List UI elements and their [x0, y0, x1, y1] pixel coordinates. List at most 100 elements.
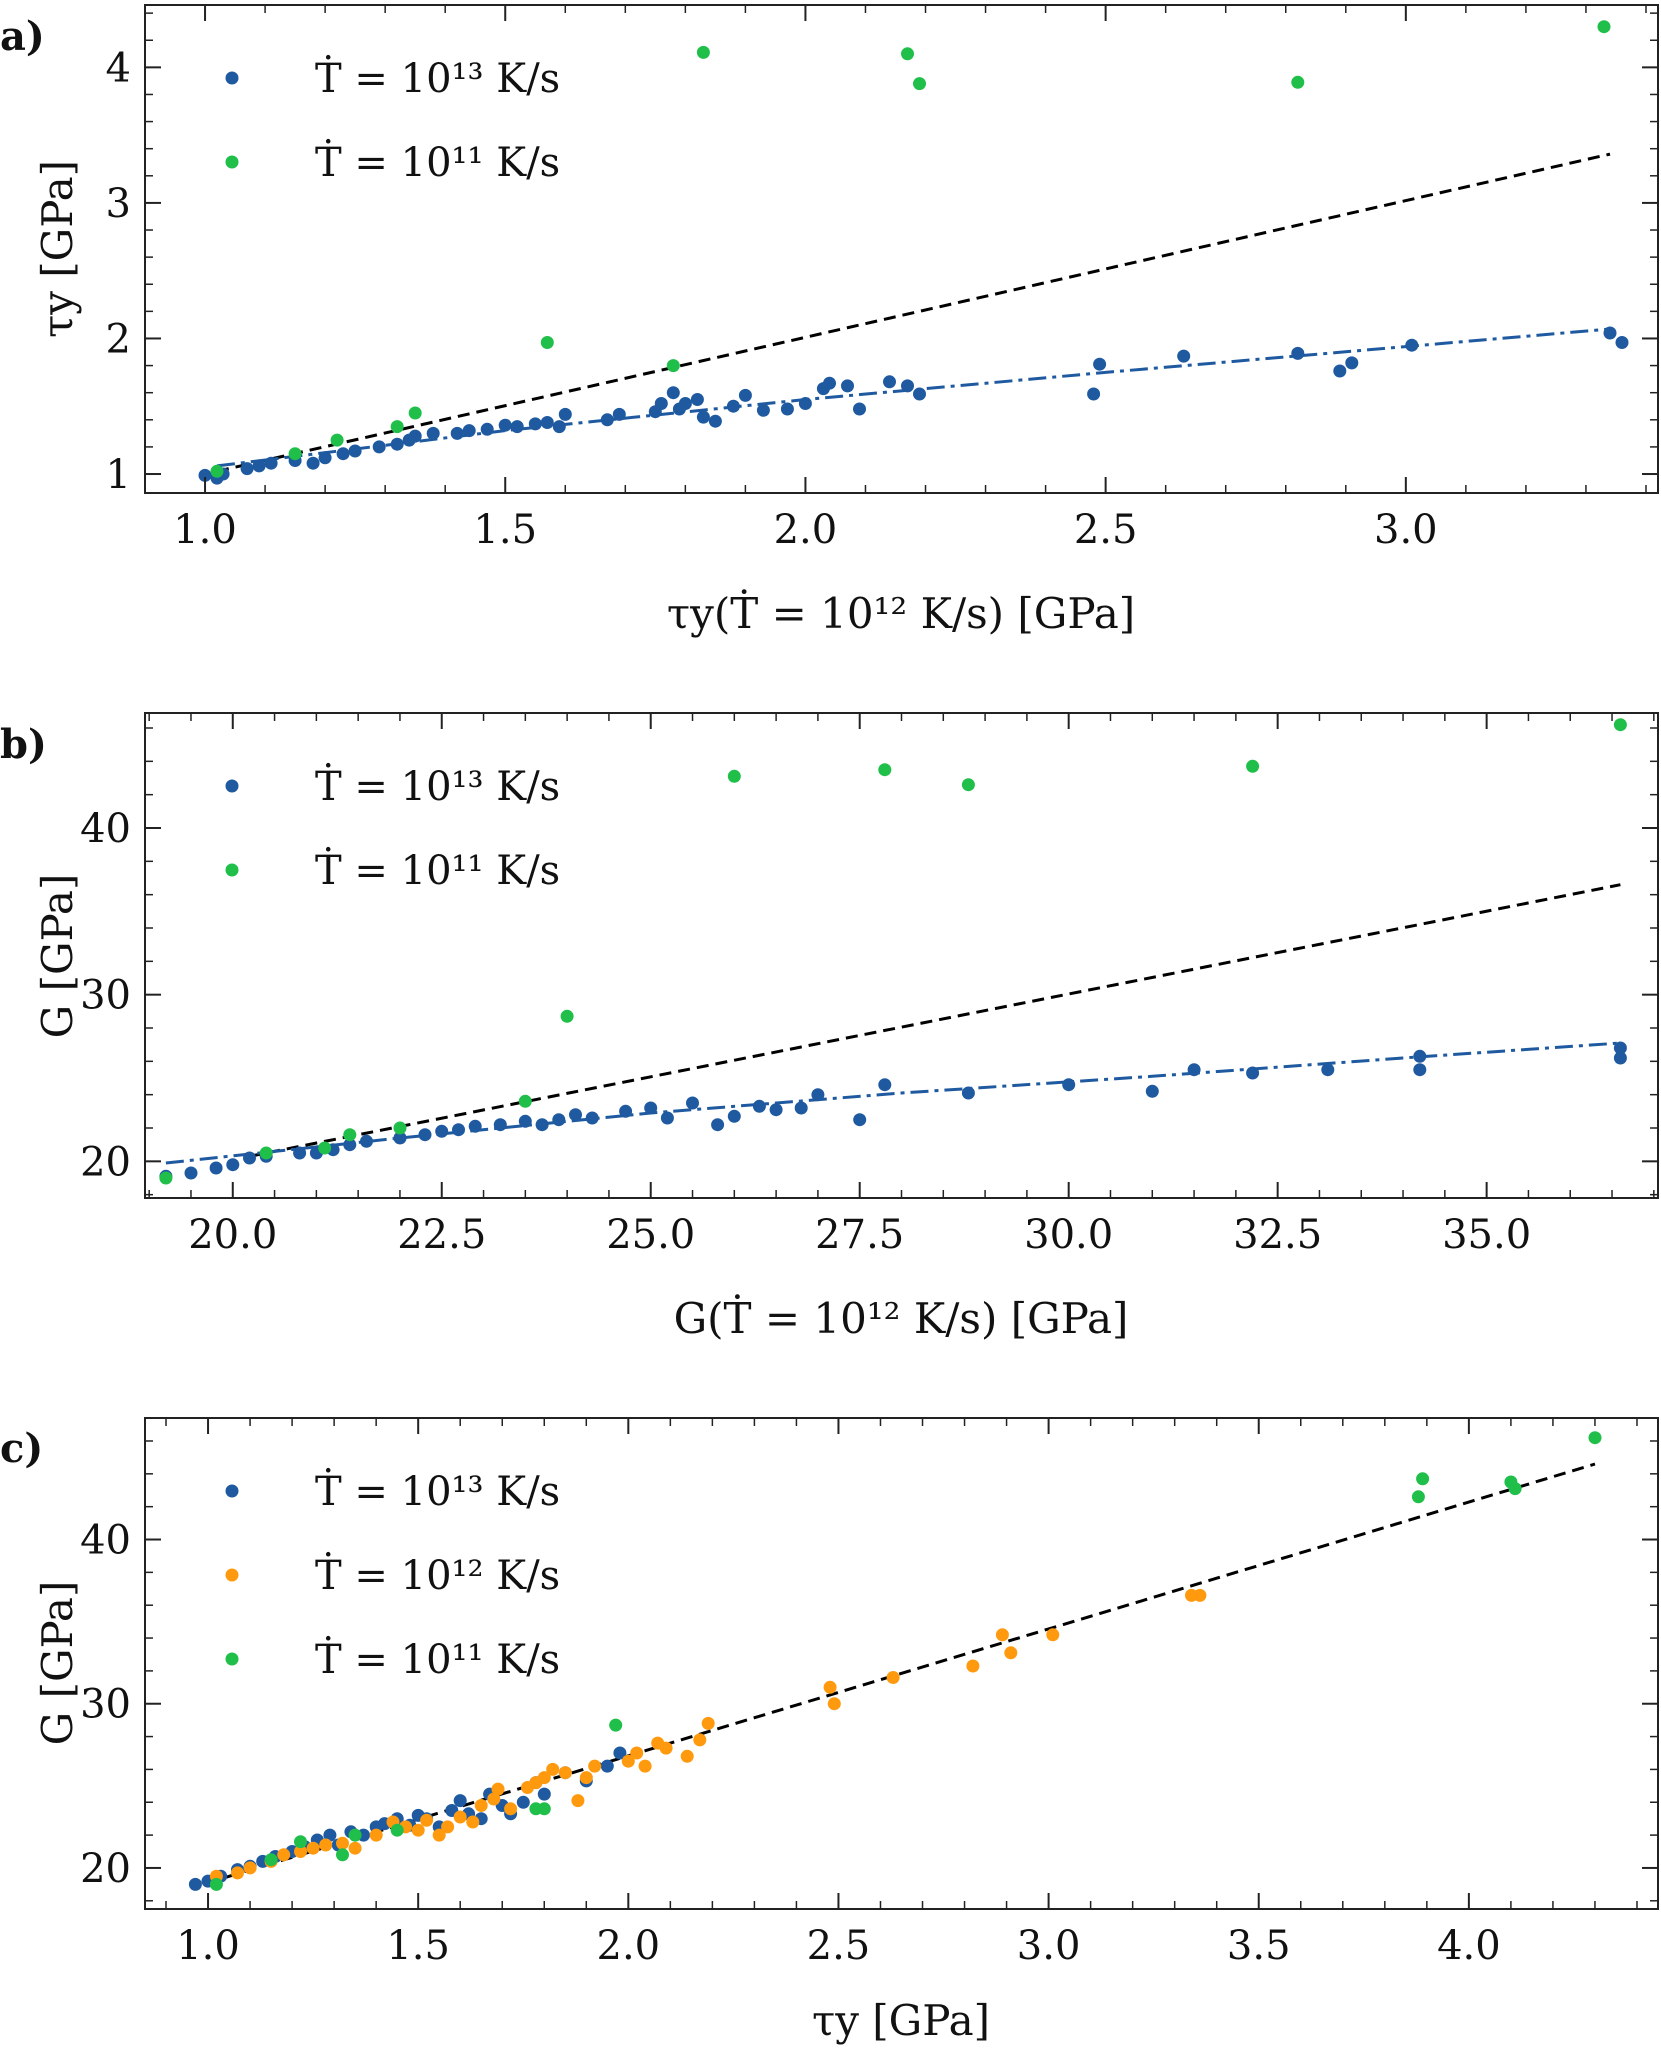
panel-b-series-0-point [769, 1103, 783, 1117]
x-tick-label: 20.0 [188, 1212, 277, 1258]
panel-b: b) 20.0 22.5 25.0 27.5 30.0 32.5 35.0 20 30 40 Ṫ … [0, 712, 1659, 1343]
panel-c-series-1-point [995, 1628, 1009, 1642]
panel-c-label: c) [0, 1425, 43, 1472]
panel-a-series-0-point [198, 468, 212, 482]
panel-b-label: b) [0, 721, 47, 768]
panel-a-series-0-point [901, 379, 914, 393]
panel-a-series-1-point [1291, 75, 1305, 89]
panel-a-series-0-point [841, 379, 854, 393]
panel-c-series-1-point [546, 1762, 560, 1776]
panel-c-series-1-point [693, 1733, 707, 1747]
panel-c-series-1-point [886, 1671, 900, 1684]
panel-c-series-2-point [294, 1835, 307, 1849]
x-tick-label: 3.5 [1227, 1923, 1291, 1969]
panel-b-series-0-point [811, 1088, 825, 1102]
panel-c-series-1-point [491, 1782, 505, 1796]
legend-marker [225, 863, 239, 877]
panel-a-series-0-point [690, 393, 704, 406]
panel-b-series-0-point [343, 1138, 357, 1152]
panel-a-series-1-point [901, 47, 914, 61]
panel-c-series-0-point [613, 1746, 627, 1760]
panel-b-series-1-point [318, 1141, 332, 1155]
x-tick-label: 1.0 [176, 1923, 240, 1969]
panel-a-legend: Ṫ = 10¹³ K/s Ṫ = 10¹¹ K/s [225, 55, 560, 186]
panel-c-series-1-point [966, 1659, 980, 1673]
panel-b-series-1-point [343, 1128, 357, 1142]
x-tick-label: 1.0 [173, 507, 237, 553]
y-tick-label: 3 [106, 181, 131, 227]
panel-c-ylabel: G [GPa] [33, 1581, 82, 1746]
panel-c-series-1-point [411, 1823, 425, 1837]
panel-a-series-0-point [1093, 357, 1107, 371]
panel-c-series-1-point [306, 1841, 320, 1855]
panel-b-series-1-point [961, 778, 975, 792]
panel-a-series-0-point [552, 420, 566, 434]
panel-a-series-1-point [210, 464, 224, 478]
panel-a-series-0-point [853, 402, 866, 416]
panel-a-series-0-point [390, 437, 404, 451]
panel-b-series-0-point [585, 1111, 599, 1125]
panel-c-series-2-point [537, 1802, 551, 1816]
legend-label: Ṫ = 10¹³ K/s [315, 1468, 560, 1515]
panel-b-series-1-point [159, 1171, 173, 1185]
panel-c-series-1-point [823, 1680, 837, 1694]
panel-b-series-0-point [1246, 1066, 1260, 1080]
panel-c-series-0-point [537, 1787, 551, 1801]
panel-a-series-0-point [913, 387, 926, 401]
panel-b-series-0-point [1321, 1063, 1335, 1077]
panel-b-series-1-point [393, 1121, 407, 1135]
panel-a-series-0-point [1291, 346, 1305, 360]
y-tick-label: 30 [80, 973, 131, 1019]
x-tick-label: 30.0 [1024, 1212, 1113, 1258]
panel-c-series-1-point [571, 1794, 585, 1808]
x-tick-label: 25.0 [606, 1212, 695, 1258]
panel-c-frame [144, 1417, 1659, 1910]
y-tick-label: 40 [80, 806, 131, 852]
panel-c-series-1-point [504, 1802, 518, 1816]
panel-a-series-1-point [540, 336, 554, 349]
panel-b-series-0-point [619, 1104, 633, 1118]
panel-c-series-2-point [390, 1823, 404, 1837]
panel-a-series-0-point [883, 375, 896, 389]
panel-b-series-1-point [560, 1009, 574, 1023]
y-tick-label: 1 [106, 452, 131, 498]
x-tick-label: 2.0 [597, 1923, 661, 1969]
panel-a-series-0-point [1333, 364, 1347, 378]
panel-b-series-0-point [552, 1113, 566, 1127]
panel-b-series-0-point [518, 1114, 532, 1128]
panel-a-series-0-point [1603, 326, 1617, 340]
panel-a-series-0-point [708, 414, 722, 428]
panel-b-series-0-point [535, 1118, 549, 1132]
panel-b-xlabel: G(Ṫ = 10¹² K/s) [GPa] [674, 1293, 1129, 1343]
panel-b-series-0-point [243, 1151, 256, 1165]
panel-b-fit-line [165, 1041, 1621, 1165]
panel-c-series-1-point [420, 1813, 434, 1827]
panel-b-legend: Ṫ = 10¹³ K/s Ṫ = 10¹¹ K/s [225, 763, 560, 894]
panel-c-series-1-point [466, 1815, 480, 1829]
panel-c-series-1-point [369, 1828, 383, 1842]
panel-a-series-1-point [408, 406, 422, 420]
panel-b-series-0-point [418, 1128, 432, 1142]
x-tick-label: 32.5 [1233, 1212, 1322, 1258]
panel-c-series-2-point [609, 1718, 623, 1732]
panel-b-series-0-point [853, 1113, 867, 1127]
panel-b-series-0-point [1187, 1063, 1201, 1077]
panel-c-series-2-point [348, 1828, 362, 1842]
panel-c-series-2-point [1411, 1490, 1425, 1504]
panel-a-series-0-point [823, 376, 836, 390]
legend-marker [225, 1484, 239, 1498]
x-tick-label: 2.5 [807, 1923, 871, 1969]
panel-b-series-0-point [468, 1119, 482, 1133]
panel-a-label: a) [0, 13, 45, 60]
panel-a-series-0-point [306, 456, 320, 470]
panel-c-series-1-point [348, 1841, 362, 1855]
x-tick-label: 3.0 [1374, 507, 1438, 553]
panel-c-series-1-point [294, 1845, 307, 1858]
y-tick-label: 30 [80, 1682, 131, 1728]
panel-c-series-1-point [1004, 1646, 1018, 1660]
legend-marker [225, 71, 239, 85]
panel-a-fit-line [216, 327, 1611, 468]
panel-a-series-0-point [1177, 349, 1191, 363]
panel-a-series-1-point [288, 447, 302, 461]
x-tick-label: 1.5 [386, 1923, 450, 1969]
